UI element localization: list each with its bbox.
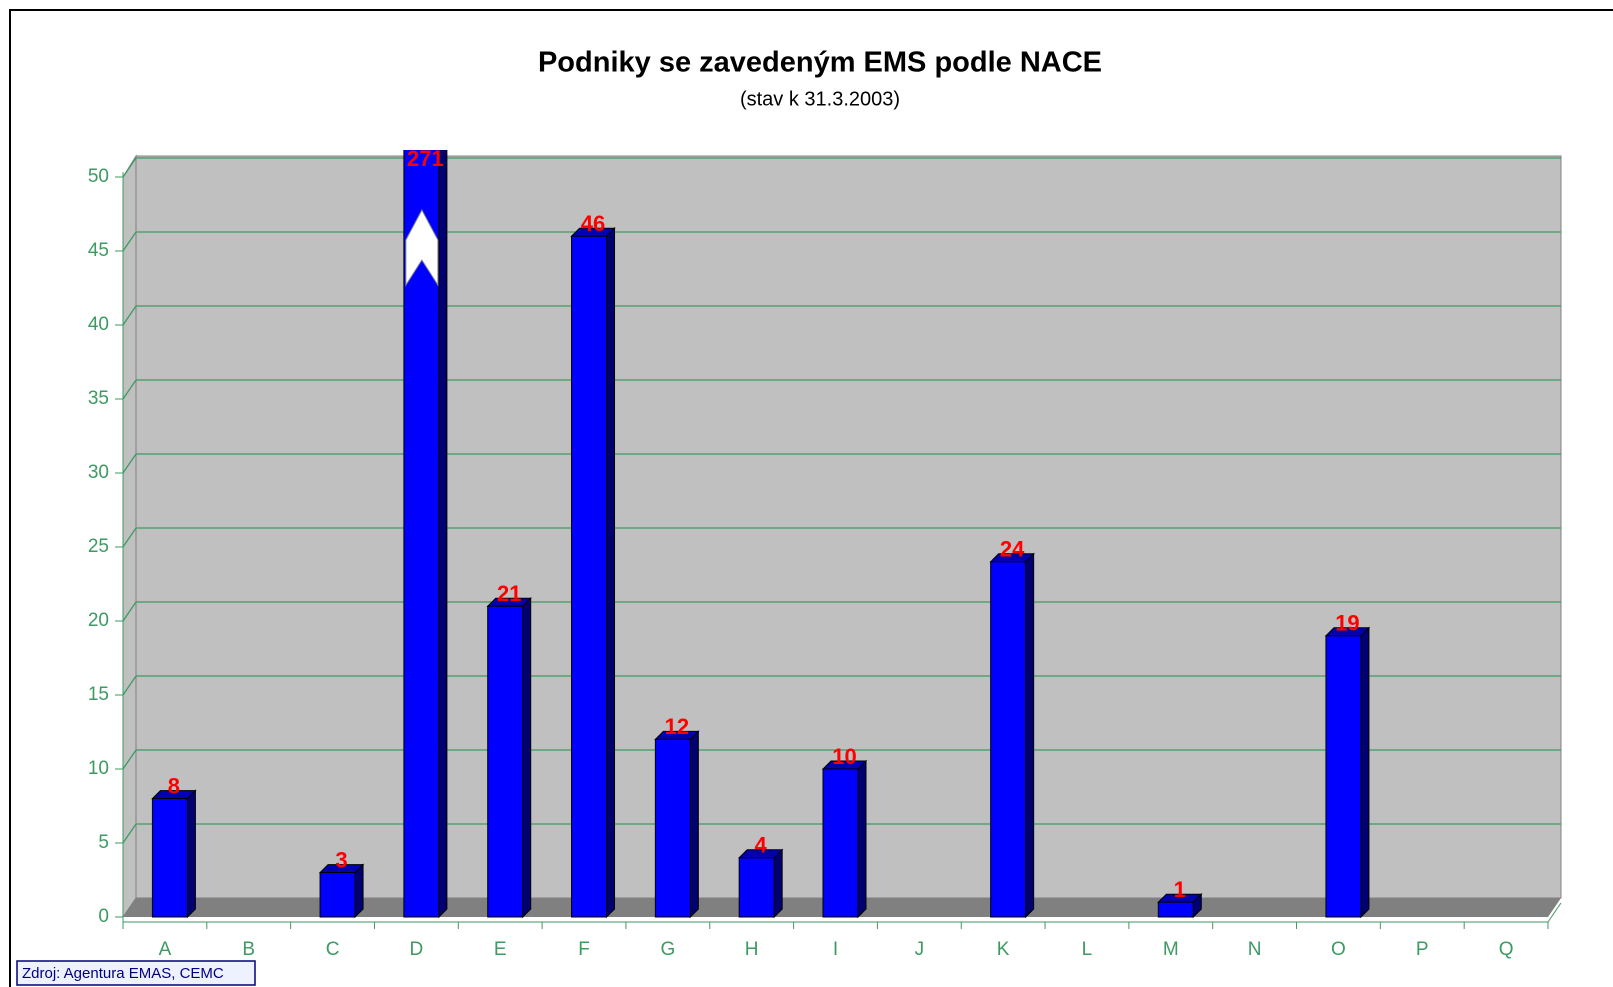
bar [571, 235, 608, 918]
data-label: 271 [407, 146, 444, 171]
bar [1157, 901, 1194, 918]
x-tick-label: E [494, 939, 507, 960]
bar-group: 21 [486, 581, 532, 919]
grid-line-side [122, 601, 137, 622]
bar [403, 150, 440, 918]
bar [822, 768, 859, 918]
y-tick-label: 0 [98, 906, 109, 927]
bar [738, 857, 775, 918]
bar-side [689, 730, 699, 919]
bar-side [1360, 626, 1370, 919]
bar-side [354, 863, 364, 919]
bar [654, 738, 691, 918]
bar-side [438, 150, 448, 919]
grid-line-side [122, 305, 137, 326]
y-tick-label: 40 [88, 314, 109, 335]
data-label: 12 [665, 714, 689, 739]
data-label: 21 [497, 581, 521, 606]
data-label: 24 [1000, 537, 1025, 562]
bar [990, 561, 1027, 918]
grid-line-side [122, 527, 137, 548]
source-box [16, 960, 256, 986]
data-label: 1 [1174, 877, 1186, 902]
bar-group: 3 [318, 847, 365, 919]
data-label: 46 [581, 211, 605, 236]
bar-group: 19 [1324, 611, 1371, 919]
bar-group: 1 [1157, 877, 1203, 919]
x-tick-label: C [326, 939, 340, 960]
x-tick-label: P [1416, 939, 1429, 960]
bar-side [857, 759, 867, 919]
bar [319, 872, 356, 918]
y-tick-label: 25 [88, 536, 109, 557]
x-tick-label: L [1082, 939, 1093, 960]
x-tick-label: K [997, 939, 1010, 960]
axis-break [405, 208, 439, 287]
y-tick-label: 45 [88, 240, 109, 261]
x-tick-label: J [915, 939, 925, 960]
x-tick-label: I [833, 939, 838, 960]
y-tick-label: 15 [88, 684, 109, 705]
bar-group: 46 [570, 211, 616, 919]
bar-side [773, 848, 783, 919]
bar-group: 8 [151, 773, 197, 919]
bar [151, 798, 188, 918]
bar [1325, 635, 1362, 918]
x-tick-label: Q [1499, 939, 1514, 960]
grid-line-side [122, 453, 137, 474]
grid-line-side [122, 379, 137, 400]
x-tick-label: G [660, 939, 675, 960]
bar-group: 10 [821, 744, 868, 919]
y-tick-label: 10 [88, 758, 109, 779]
bars: 8 3 271 21 46 12 4 10 24 1 19 [151, 146, 1371, 919]
bar-group: 12 [654, 714, 700, 919]
bar-group: 4 [737, 833, 784, 919]
grid-line-side [122, 823, 137, 844]
bar-side [1025, 552, 1035, 919]
chart-subtitle: (stav k 31.3.2003) [740, 88, 900, 110]
x-tick-label: M [1163, 939, 1179, 960]
bar-side [186, 789, 196, 919]
y-tick-label: 20 [88, 610, 109, 631]
y-tick-label: 50 [88, 166, 109, 187]
bar-side [522, 596, 532, 919]
data-label: 3 [335, 847, 347, 872]
data-label: 4 [755, 833, 768, 858]
grid-line-side [122, 749, 137, 770]
grid-line-side [122, 157, 137, 178]
bar-group: 271 [403, 146, 448, 919]
data-label: 8 [168, 773, 180, 798]
y-tick-label: 30 [88, 462, 109, 483]
y-tick-label: 5 [98, 832, 109, 853]
data-label: 10 [832, 744, 856, 769]
y-tick-label: 35 [88, 388, 109, 409]
x-tick-label: B [242, 939, 255, 960]
bar-group: 24 [989, 537, 1035, 919]
bar-side [606, 226, 616, 919]
x-tick-label: A [159, 939, 172, 960]
bar [487, 605, 524, 918]
grid-line-side [122, 231, 137, 252]
chart-title: Podniky se zavedeným EMS podle NACE [538, 47, 1102, 79]
grid-line-side [122, 675, 137, 696]
x-tick-label: N [1248, 939, 1262, 960]
data-label: 19 [1335, 611, 1359, 636]
frame [9, 9, 1613, 987]
x-tick-label: H [745, 939, 759, 960]
x-tick-label: F [578, 939, 590, 960]
x-tick-label: D [410, 939, 424, 960]
x-tick-label: O [1331, 939, 1346, 960]
source-note: Zdroj: Agentura EMAS, CEMC [22, 965, 224, 982]
x-axis-end [1547, 902, 1562, 923]
